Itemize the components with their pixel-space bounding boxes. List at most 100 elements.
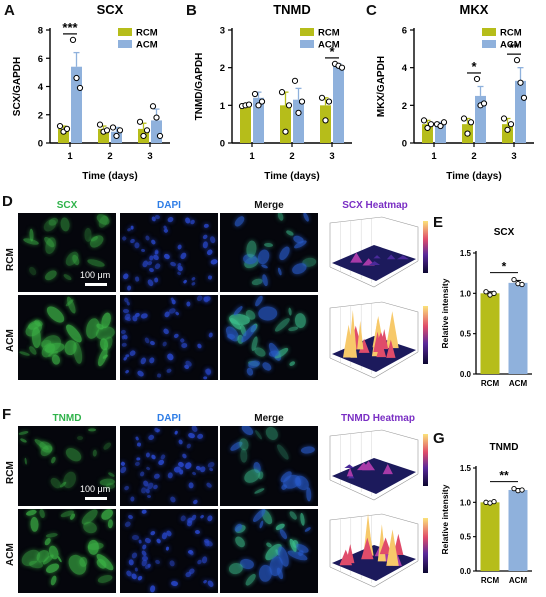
nucleus [121, 343, 127, 348]
significance-label: * [502, 260, 507, 274]
heatmap-peak [373, 255, 381, 259]
bar-rcm [240, 105, 251, 143]
nucleus [134, 276, 140, 282]
bar-acm [333, 65, 344, 143]
cell-stain [302, 213, 311, 223]
f-col-label-heatmap: TNMD Heatmap [341, 413, 415, 424]
nucleus [173, 430, 179, 436]
nucleus [161, 341, 168, 348]
heatmap-peak [385, 311, 399, 349]
data-point [491, 498, 497, 505]
f-col-label-tnmd: TNMD [52, 413, 82, 424]
data-point [109, 124, 117, 131]
panel-letter-d: D [2, 193, 13, 210]
data-point [467, 119, 475, 126]
cell-stain [24, 457, 28, 466]
nucleus [210, 257, 218, 265]
cell-stain [39, 509, 46, 519]
heatmap-peak [386, 254, 396, 260]
x-tick-label: ACM [509, 379, 528, 388]
data-point [504, 126, 511, 133]
nucleus [206, 248, 214, 256]
data-point [519, 281, 525, 288]
nucleus [163, 252, 172, 260]
data-point [156, 132, 164, 140]
nucleus [207, 275, 212, 281]
cell-stain [50, 455, 57, 464]
nucleus [155, 538, 162, 545]
legend-swatch [300, 28, 314, 36]
panel-letter-b: B [186, 2, 197, 19]
cell-stain [257, 520, 264, 530]
cell-stain [261, 274, 270, 288]
f-rcm-heatmap [329, 429, 428, 501]
cell-stain [253, 429, 263, 441]
f-acm-tnmd-image [18, 509, 116, 593]
y-tick-label: 1.5 [460, 249, 472, 258]
nucleus [140, 312, 149, 320]
scx-intensity-chart: SCX Relative intensity 0.0 0.5 1.0 1.5 RCM ACM * [440, 227, 532, 388]
legend-swatch [118, 28, 132, 36]
data-point [56, 122, 64, 130]
cell-stain [76, 436, 83, 441]
nucleus [127, 285, 132, 291]
nucleus [129, 572, 138, 581]
nucleus [163, 310, 171, 319]
bar-acm [508, 282, 528, 374]
nucleus [179, 469, 184, 475]
y-tick-label: 8 [38, 26, 43, 37]
data-point [258, 98, 266, 105]
legend-swatch [482, 40, 496, 48]
data-point [116, 127, 124, 134]
cell-stain [278, 528, 289, 541]
d-col-label-dapi: DAPI [157, 200, 181, 211]
nucleus [171, 581, 179, 588]
y-tick-label: 0.5 [460, 330, 472, 339]
cell-stain [102, 441, 112, 451]
data-point [103, 127, 111, 134]
heatmap-colorbar [423, 221, 428, 273]
cell-stain [95, 325, 116, 342]
f-rcm-dapi-image [120, 426, 218, 506]
cell-stain [263, 242, 273, 248]
bar-rcm [320, 105, 331, 143]
nucleus [140, 471, 146, 477]
bar-rcm [502, 124, 513, 143]
x-tick-label: 2 [107, 151, 112, 162]
nucleus [162, 327, 171, 336]
f-rcm-merge-image [220, 426, 318, 506]
nucleus [202, 233, 209, 240]
cell-stain [232, 534, 247, 549]
cell-stain [83, 227, 92, 242]
panel-letter-c: C [366, 2, 377, 19]
nucleus [164, 545, 170, 551]
nucleus [154, 558, 162, 565]
bar-rcm [98, 128, 109, 143]
nucleus [199, 465, 207, 473]
bar-acm [515, 80, 526, 143]
data-point [69, 36, 77, 43]
nucleus [153, 426, 161, 434]
d-acm-dapi-image [120, 295, 218, 380]
legend-swatch [118, 40, 132, 48]
legend-label: RCM [136, 28, 158, 39]
x-tick-label: 1 [249, 151, 255, 162]
nucleus [169, 560, 176, 568]
heatmap-colorbar [423, 434, 428, 486]
nucleus [144, 452, 150, 459]
cell-stain [92, 449, 98, 458]
heatmap-peak [369, 261, 381, 265]
cell-stain [277, 244, 292, 262]
d-scale-bar [85, 283, 107, 286]
data-point [491, 290, 497, 296]
cell-stain [294, 312, 307, 328]
cell-stain [107, 519, 114, 529]
cell-stain [107, 471, 115, 478]
nucleus [121, 236, 128, 242]
nucleus [179, 251, 188, 261]
f-row-label-rcm: RCM [5, 461, 16, 484]
data-point [282, 128, 289, 135]
bar-rcm [480, 293, 500, 374]
cell-stain [27, 265, 39, 277]
